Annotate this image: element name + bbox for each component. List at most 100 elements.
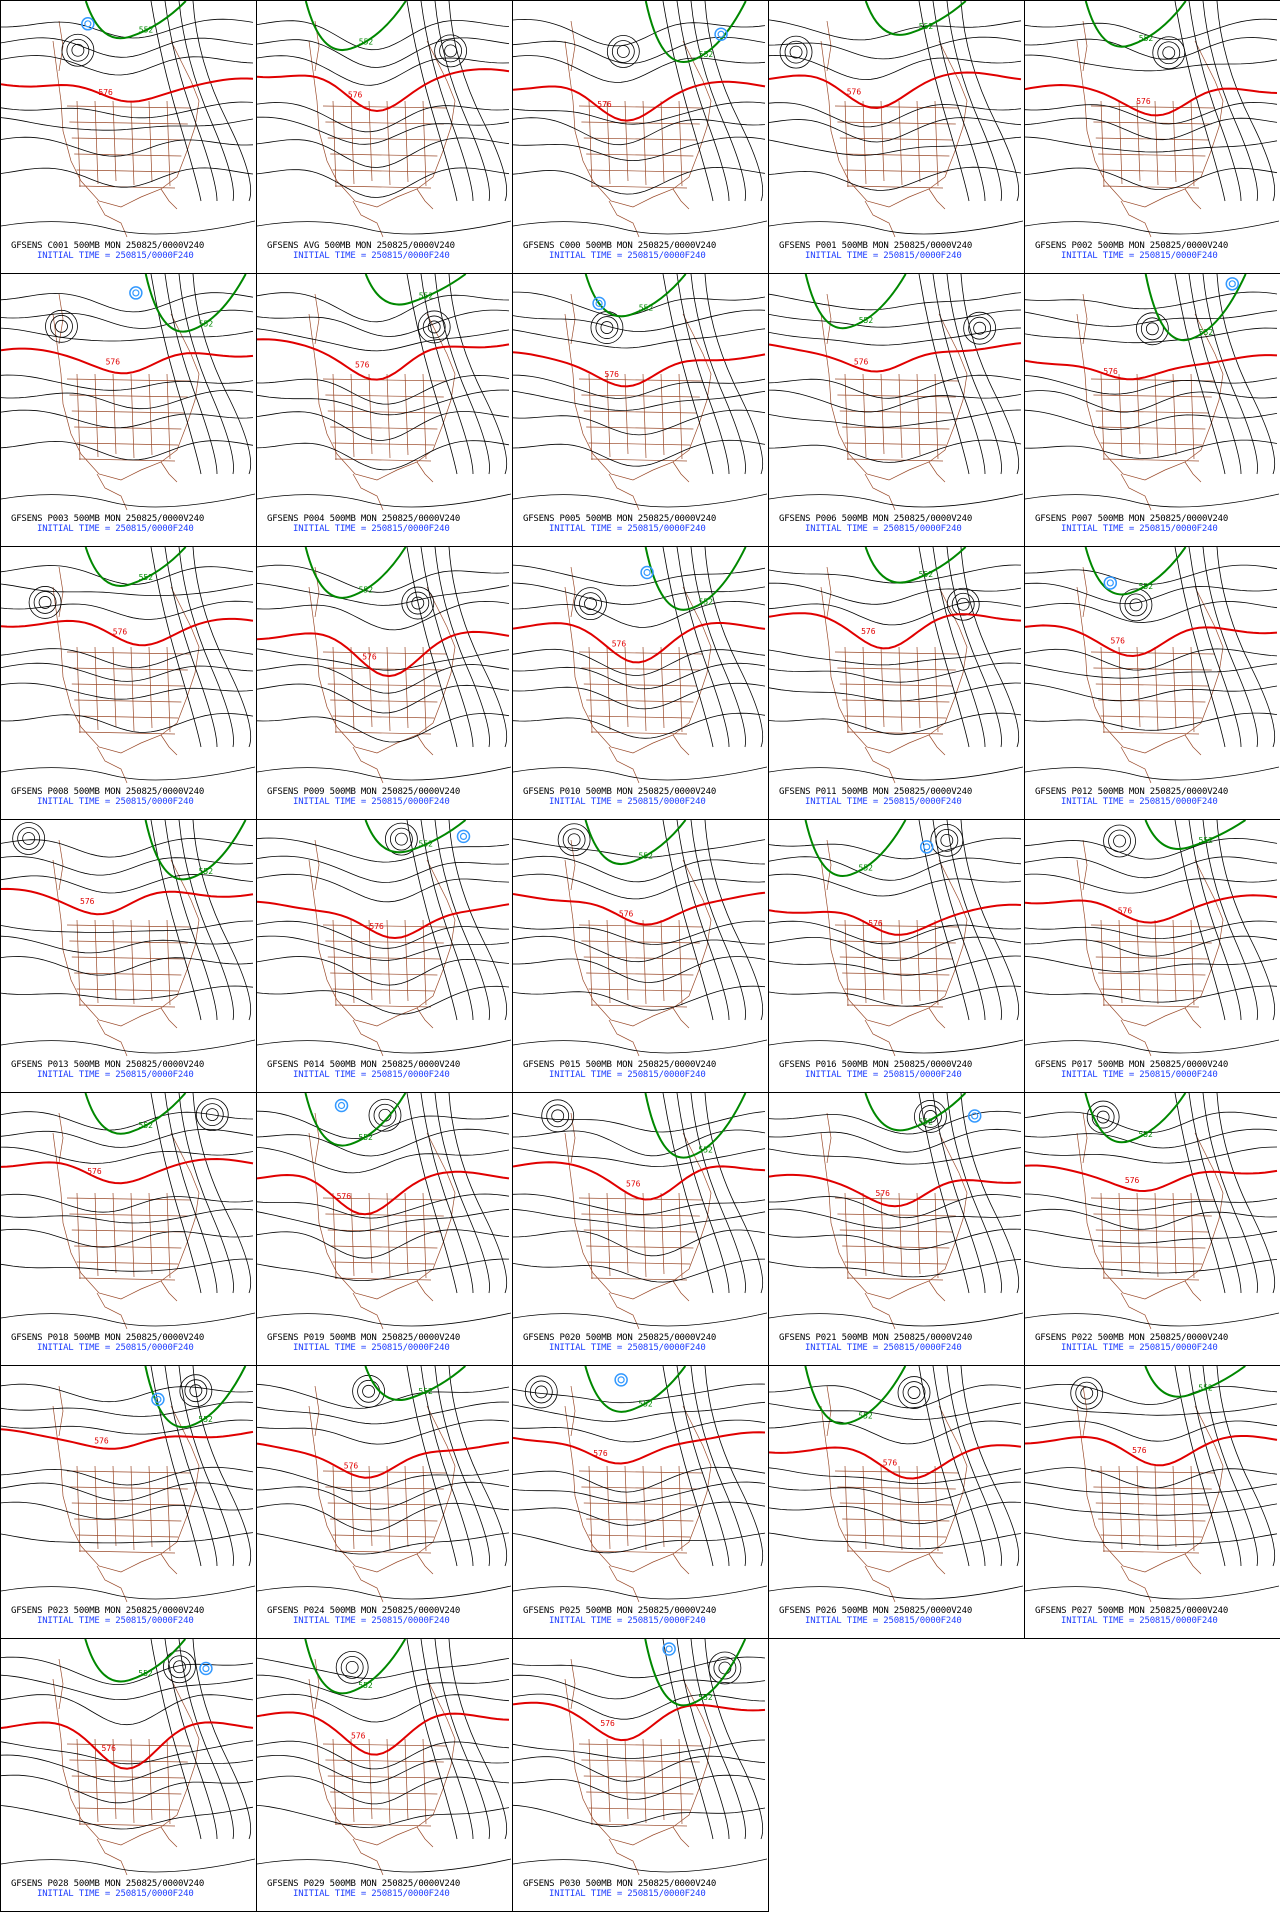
ensemble-member-panel: 576 552 GFSENS P028 500MB MON 250825/0000V…	[0, 1638, 257, 1912]
state-boundary	[422, 646, 427, 733]
height-contour	[257, 220, 511, 235]
height-contour	[769, 564, 1022, 584]
state-boundary	[71, 137, 185, 141]
height-contour	[513, 1804, 766, 1827]
height-contour	[1174, 547, 1226, 748]
panel-caption-initial-time: INITIAL TIME = 250815/0000F240	[37, 524, 194, 534]
state-boundary	[844, 919, 849, 1007]
closed-contour	[940, 833, 954, 847]
panel-caption-model: GFSENS P018 500MB MON 250825/0000V240	[11, 1333, 205, 1343]
height-contour	[1202, 1366, 1258, 1567]
height-contour	[769, 220, 1023, 235]
mountain-outline	[58, 20, 64, 72]
height-contour	[513, 1258, 766, 1283]
height-contour	[513, 648, 766, 676]
state-boundary	[586, 699, 694, 703]
state-boundary	[78, 1823, 176, 1827]
state-boundary	[368, 646, 373, 728]
height-contour	[257, 766, 511, 781]
panel-caption-model: GFSENS P020 500MB MON 250825/0000V240	[523, 1333, 717, 1343]
state-boundary	[606, 919, 611, 1004]
height-contour	[769, 1128, 1022, 1153]
state-boundary	[332, 715, 435, 719]
panel-caption-model: GFSENS P024 500MB MON 250825/0000V240	[267, 1606, 461, 1616]
state-boundary	[71, 683, 185, 687]
height-contour	[257, 1128, 510, 1157]
state-boundary	[130, 919, 135, 1005]
height-contour	[1, 1674, 254, 1701]
height-contour-map: 576 552	[513, 1366, 767, 1603]
contour-label-576: 576	[80, 897, 95, 906]
panel-caption-model: GFSENS P001 500MB MON 250825/0000V240	[779, 241, 973, 251]
closed-contour	[784, 40, 808, 64]
state-boundary	[834, 105, 960, 109]
state-boundary	[1102, 185, 1200, 189]
height-contours	[769, 1, 1023, 235]
state-boundary	[660, 919, 665, 1002]
state-boundary	[76, 100, 81, 188]
state-boundary	[846, 1004, 944, 1008]
state-boundary	[578, 105, 704, 109]
coastline	[820, 40, 968, 208]
ensemble-member-panel: 576 552 GFSENS P026 500MB MON 250825/0000V…	[768, 1365, 1025, 1639]
height-contour	[257, 1039, 511, 1054]
panel-caption-initial-time: INITIAL TIME = 250815/0000F240	[293, 1616, 450, 1626]
height-contour	[1, 1858, 255, 1873]
state-boundary	[678, 646, 683, 733]
mountain-outline	[314, 1112, 320, 1164]
height-contour	[704, 1, 764, 202]
height-contour	[434, 820, 490, 1021]
coastline	[564, 313, 712, 481]
closed-contour	[1119, 588, 1153, 622]
state-boundary	[368, 373, 373, 455]
state-boundary	[1100, 988, 1203, 992]
state-boundary	[880, 100, 885, 182]
height-contour	[513, 1774, 766, 1800]
panel-caption-model: GFSENS P016 500MB MON 250825/0000V240	[779, 1060, 973, 1070]
state-boundary	[1100, 646, 1105, 734]
height-contour	[769, 136, 1022, 156]
height-contour	[257, 873, 510, 903]
coastline	[864, 461, 946, 511]
mountain-outline	[826, 293, 832, 345]
height-contour	[257, 137, 510, 168]
contour-label-576: 576	[854, 357, 869, 366]
coastline	[96, 1280, 178, 1330]
state-boundary	[606, 1192, 611, 1277]
contour-label-552: 552	[859, 316, 874, 325]
height-contour	[513, 1501, 766, 1526]
state-boundary	[642, 1738, 647, 1824]
state-boundary	[330, 1518, 438, 1522]
coastline	[864, 1007, 946, 1057]
mountain-outline	[58, 839, 64, 891]
height-contour	[1, 766, 255, 781]
coastline	[52, 859, 200, 1027]
contour-label-552: 552	[419, 292, 434, 301]
state-boundary	[112, 1738, 117, 1820]
ensemble-member-panel: 576 552 GFSENS P021 500MB MON 250825/0000V…	[768, 1092, 1025, 1366]
height-contour	[1, 1501, 254, 1520]
state-boundary	[327, 137, 441, 141]
ensemble-member-panel: 576 552 GFSENS P018 500MB MON 250825/0000V…	[0, 1092, 257, 1366]
height-contour	[769, 1228, 1022, 1251]
height-contours	[769, 274, 1023, 508]
state-boundary	[334, 1823, 432, 1827]
height-contour	[1025, 1128, 1278, 1149]
state-boundary	[327, 956, 441, 960]
height-contour	[448, 1639, 508, 1840]
height-contour	[178, 547, 234, 748]
state-boundary	[94, 646, 99, 731]
low-center	[334, 1098, 349, 1113]
height-contour-map: 576 552	[257, 1093, 511, 1330]
contour-552	[364, 820, 467, 854]
closed-contour	[963, 311, 997, 345]
panel-caption-model: GFSENS P028 500MB MON 250825/0000V240	[11, 1879, 205, 1889]
height-contours	[769, 820, 1023, 1054]
height-contour	[932, 547, 986, 748]
state-boundary	[588, 919, 593, 1007]
height-contour	[1, 1208, 254, 1224]
height-contour	[1, 1111, 254, 1131]
height-contours	[1, 1366, 255, 1600]
state-boundary	[386, 646, 391, 732]
